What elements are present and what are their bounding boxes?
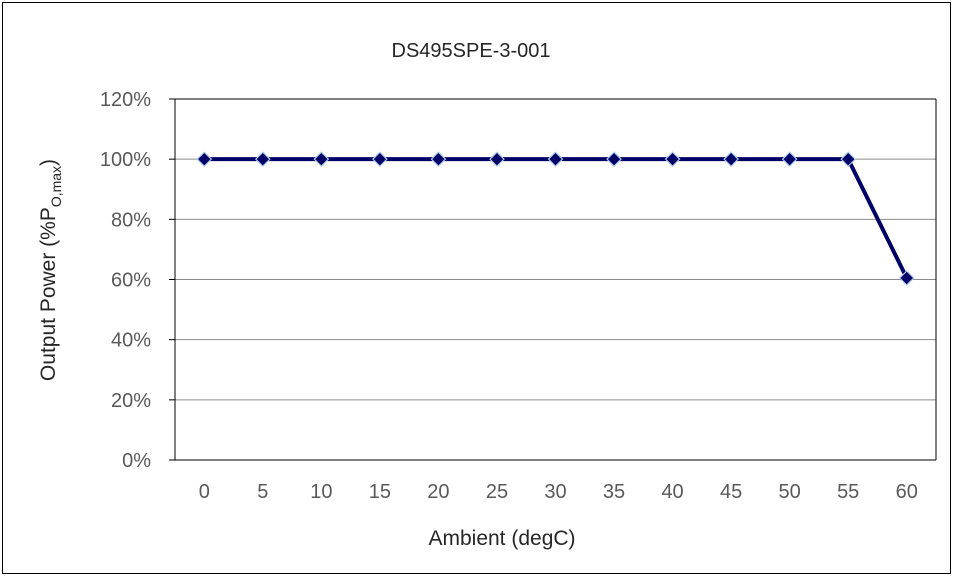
x-tick-label: 15 [369,481,391,503]
x-tick-labels: 0 5 10 15 20 25 30 35 40 45 50 55 60 [199,481,918,503]
data-point-marker [372,151,388,168]
y-tick-label: 20% [111,390,151,412]
y-tick-label: 40% [111,330,151,352]
y-axis-title-prefix: Output Power (%P [37,207,60,381]
y-tick-labels: 0% 20% 40% 60% 80% 100% 120% [100,89,151,472]
plot-area-frame [174,98,937,461]
x-tick-label: 60 [896,481,918,503]
data-point-marker [430,151,447,168]
data-point-marker [898,270,915,286]
x-tick-label: 45 [720,481,742,503]
x-tick-label: 25 [486,481,508,503]
y-tick-label: 120% [100,89,151,111]
data-point-marker [196,151,213,168]
x-tick-label: 55 [837,481,859,503]
data-point-marker [781,151,798,168]
y-tick-label: 60% [111,270,151,292]
data-point-marker [723,151,739,168]
y-axis-title-suffix: ) [37,159,60,166]
y-axis-title: Output Power (%PO,max) [37,159,64,381]
x-tick-label: 10 [310,481,332,503]
data-point-marker [840,151,857,168]
series-line-group [196,151,915,286]
x-tick-label: 0 [199,481,210,503]
series-line [204,157,909,279]
data-point-marker [254,151,271,168]
y-tick-label: 80% [111,209,151,231]
x-axis-title: Ambient (degC) [428,527,575,550]
x-tick-label: 30 [544,481,566,503]
data-point-marker [664,151,681,168]
gridlines [169,98,936,461]
chart-svg: DS495SPE-3-001 0% 20% 40% 60% 80% 100% 120% 0 5… [37,40,937,550]
data-point-marker [489,151,505,168]
y-tick-label: 0% [122,450,151,472]
x-tick-label: 5 [257,481,268,503]
data-point-marker [313,151,330,168]
y-tick-label: 100% [100,149,151,171]
chart-title: DS495SPE-3-001 [392,40,551,62]
y-axis-title-subscript: O,max [48,166,64,207]
data-point-marker [606,151,622,168]
data-point-marker [547,151,564,168]
x-tick-label: 50 [779,481,801,503]
x-tick-label: 40 [661,481,683,503]
x-tick-label: 35 [603,481,625,503]
x-tick-label: 20 [427,481,449,503]
